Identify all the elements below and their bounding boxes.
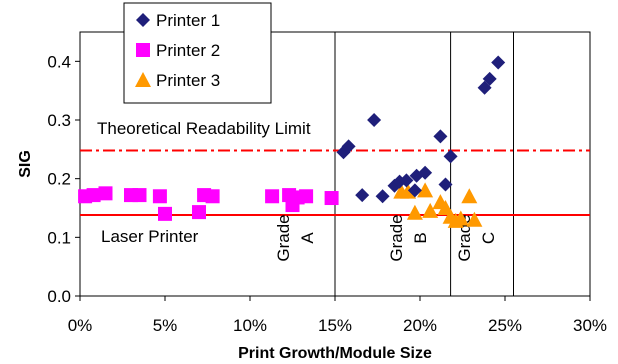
legend-marker-printer-2 (136, 43, 150, 57)
data-point-printer-2 (205, 189, 220, 204)
y-tick-label: 0.3 (47, 111, 71, 130)
legend-marker-printer-3 (135, 72, 151, 87)
data-point-printer-2 (98, 186, 113, 201)
x-tick-label: 10% (233, 316, 267, 335)
data-point-printer-1 (375, 189, 390, 204)
data-point-printer-2 (192, 205, 206, 220)
y-tick-label: 0.0 (47, 287, 71, 306)
y-tick-label: 0.4 (47, 52, 71, 71)
data-point-printer-3 (422, 202, 439, 218)
legend-label: Printer 1 (156, 11, 220, 30)
data-point-printer-1 (341, 139, 356, 154)
x-tick-label: 15% (318, 316, 352, 335)
y-tick-label: 0.1 (47, 228, 71, 247)
legend-label: Printer 3 (156, 71, 220, 90)
data-point-printer-2 (324, 191, 339, 206)
data-point-printer-3 (417, 182, 434, 198)
data-point-printer-2 (152, 189, 167, 204)
readability-limit-label: Theoretical Readability Limit (97, 119, 311, 138)
legend-label: Printer 2 (156, 41, 220, 60)
y-tick-label: 0.2 (47, 170, 71, 189)
laser-printer-label: Laser Printer (101, 227, 199, 246)
data-point-printer-1 (367, 113, 382, 127)
data-point-printer-3 (400, 183, 417, 199)
data-point-printer-1 (418, 165, 433, 180)
legend: Printer 1 Printer 2 Printer 3 (123, 2, 272, 104)
legend-marker-printer-1 (136, 13, 150, 27)
grade-letter: A (298, 232, 317, 244)
data-point-printer-1 (443, 149, 458, 164)
data-point-printer-1 (482, 71, 497, 86)
data-point-printer-1 (491, 55, 506, 70)
data-point-printer-2 (132, 188, 147, 203)
data-point-printer-3 (406, 204, 423, 220)
x-tick-label: 30% (573, 316, 607, 335)
data-point-printer-2 (265, 189, 280, 204)
grade-label: Grade (387, 214, 406, 261)
x-axis-label: Print Growth/Module Size (238, 345, 432, 362)
data-point-printer-3 (466, 211, 483, 227)
grade-letter: B (411, 232, 430, 243)
data-point-printer-2 (86, 188, 101, 203)
data-point-printer-1 (399, 173, 414, 188)
data-point-printer-2 (299, 189, 314, 204)
x-tick-label: 25% (488, 316, 522, 335)
data-point-printer-2 (158, 206, 172, 221)
data-point-printer-1 (433, 129, 448, 144)
data-point-printer-1 (355, 188, 370, 203)
x-tick-label: 20% (403, 316, 437, 335)
grade-letter: C (479, 232, 498, 244)
x-tick-label: 5% (153, 316, 178, 335)
x-tick-label: 0% (68, 316, 93, 335)
y-axis-label: SIG (17, 150, 34, 178)
data-point-printer-3 (461, 188, 478, 204)
data-point-printer-1 (407, 183, 422, 198)
data-point-printer-1 (438, 177, 453, 192)
grade-label: Grade (274, 214, 293, 261)
data-point-printer-3 (452, 210, 469, 226)
